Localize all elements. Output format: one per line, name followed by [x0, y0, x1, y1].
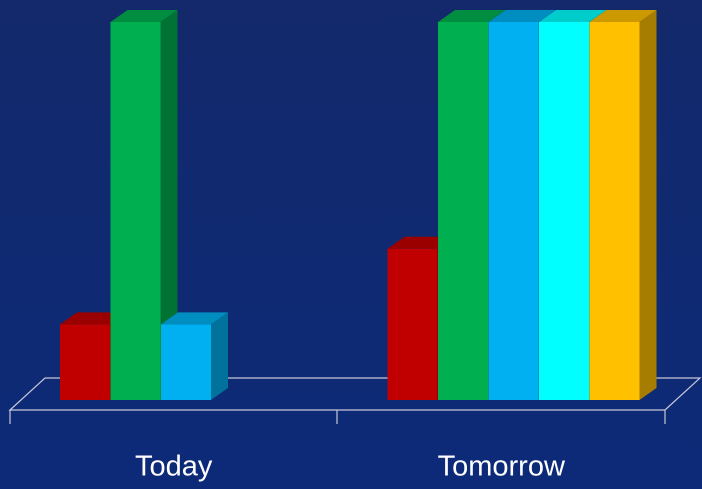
x-tick-label: Tomorrow [438, 451, 566, 483]
bar-top [387, 236, 455, 249]
bar-front [161, 324, 211, 400]
bar [589, 10, 657, 400]
bar [110, 10, 178, 400]
bar-top [488, 10, 556, 22]
bar-side [211, 312, 228, 400]
bar-top [110, 10, 178, 22]
bar-top [539, 10, 606, 22]
bar-front [438, 22, 488, 400]
bar-top [589, 10, 657, 22]
bar-front [488, 22, 539, 400]
bar-top [161, 312, 228, 325]
bar-front [539, 22, 589, 400]
bar-front [110, 22, 161, 400]
bar-front [387, 248, 438, 400]
floor [8, 377, 702, 411]
bar-front [60, 324, 110, 400]
bar-top [438, 10, 505, 22]
bar [161, 312, 228, 400]
bar-side [639, 10, 657, 400]
x-tick-label: Today [135, 451, 213, 483]
bar-front [589, 22, 640, 400]
bar-side [160, 10, 178, 400]
bar-top [60, 312, 127, 325]
